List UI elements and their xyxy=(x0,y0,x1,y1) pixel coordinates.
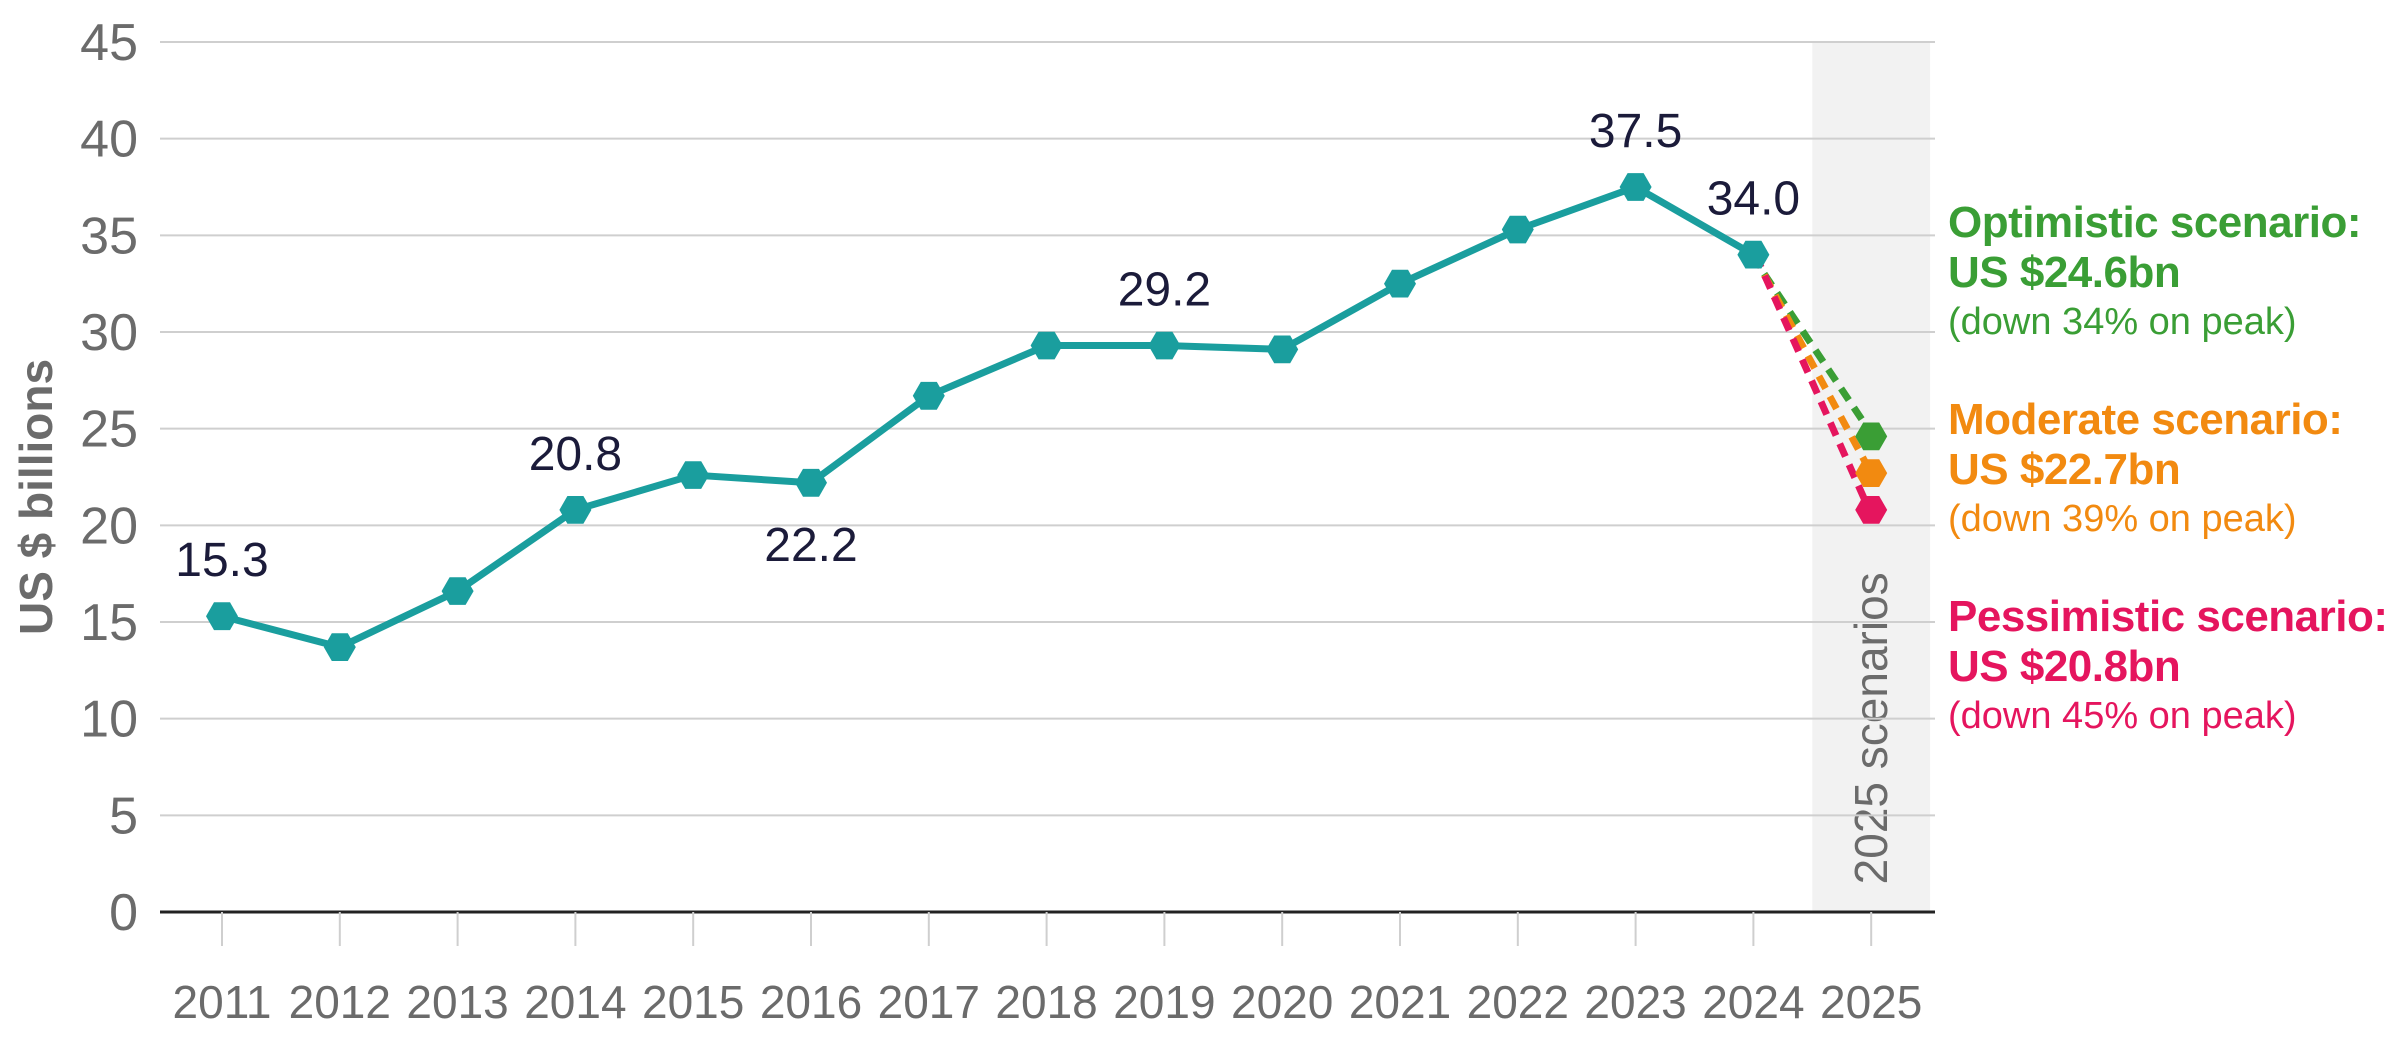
data-point-marker xyxy=(206,602,238,631)
data-point-marker xyxy=(441,577,474,605)
data-label: 34.0 xyxy=(1707,173,1800,226)
x-tick-label: 2025 xyxy=(1820,976,1922,1028)
data-label: 37.5 xyxy=(1589,105,1682,158)
data-point-marker xyxy=(1501,215,1534,244)
y-tick-label: 45 xyxy=(80,14,138,72)
data-labels: 15.3 20.8 22.2 29.2 37.5 34.0 xyxy=(175,105,1800,587)
data-label: 15.3 xyxy=(175,534,268,587)
x-tick-label: 2012 xyxy=(289,976,391,1028)
scenario-legend-item: Moderate scenario: US $22.7bn (down 39% on… xyxy=(1948,395,2343,543)
x-tick-label: 2013 xyxy=(406,976,508,1028)
data-point-marker xyxy=(1266,335,1299,364)
scenario-line3: (down 39% on peak) xyxy=(1948,498,2297,540)
data-point-marker xyxy=(795,468,827,497)
scenario-line3: (down 34% on peak) xyxy=(1948,301,2297,343)
data-point-marker xyxy=(677,461,710,489)
y-axis-title: US $ billions xyxy=(10,359,62,635)
y-tick-label: 25 xyxy=(80,401,138,459)
data-point-marker xyxy=(1737,240,1770,269)
data-point-marker xyxy=(912,381,945,410)
y-tick-label: 0 xyxy=(109,884,138,942)
data-label: 20.8 xyxy=(529,428,622,481)
x-tick-label: 2011 xyxy=(173,976,272,1028)
y-tick-label: 40 xyxy=(80,111,138,169)
data-point-marker xyxy=(323,633,356,661)
scenario-line2: US $24.6bn xyxy=(1948,248,2181,297)
scenario-line2: US $20.8bn xyxy=(1948,642,2181,691)
x-tick-label: 2024 xyxy=(1702,976,1804,1028)
y-tick-label: 10 xyxy=(80,691,138,749)
data-point-marker xyxy=(1030,331,1063,360)
data-label: 22.2 xyxy=(764,519,857,572)
gridlines xyxy=(160,41,1935,817)
series-line xyxy=(221,183,1756,651)
data-label: 29.2 xyxy=(1118,264,1211,317)
y-tick-label: 20 xyxy=(80,497,138,555)
data-point-marker xyxy=(1619,173,1652,201)
y-tick-label: 5 xyxy=(109,787,138,845)
x-tick-label: 2015 xyxy=(642,976,744,1028)
y-tick-label: 15 xyxy=(80,594,138,652)
data-point-marker xyxy=(1384,269,1416,298)
scenario-line2: US $22.7bn xyxy=(1948,445,2181,494)
x-tick-label: 2022 xyxy=(1467,976,1569,1028)
x-tick-label: 2014 xyxy=(524,976,626,1028)
x-tick-label: 2017 xyxy=(878,976,980,1028)
scenario-point-marker xyxy=(1855,459,1888,487)
y-tick-label: 35 xyxy=(80,207,138,265)
scenario-line xyxy=(1752,253,1873,512)
scenario-line xyxy=(1750,253,1875,475)
scenario-line1: Pessimistic scenario: xyxy=(1948,592,2388,641)
y-tick-label: 30 xyxy=(80,304,138,362)
scenario-band-label: 2025 scenarios xyxy=(1845,572,1897,884)
scenario-point-marker xyxy=(1855,422,1888,451)
scenario-line3: (down 45% on peak) xyxy=(1948,695,2297,737)
series-layer xyxy=(206,173,1888,661)
scenario-point-marker xyxy=(1855,496,1888,524)
scenario-legend-item: Optimistic scenario: US $24.6bn (down 34% … xyxy=(1948,198,2362,346)
scenario-line1: Moderate scenario: xyxy=(1948,395,2343,444)
scenario-band-layer: 2025 scenarios xyxy=(1812,42,1931,912)
x-tick-label: 2018 xyxy=(995,976,1097,1028)
data-point-marker xyxy=(1148,331,1181,360)
data-point-marker xyxy=(559,496,592,524)
x-tick-label: 2023 xyxy=(1584,976,1686,1028)
x-tick-label: 2020 xyxy=(1231,976,1333,1028)
x-tick-label: 2019 xyxy=(1113,976,1215,1028)
scenario-line1: Optimistic scenario: xyxy=(1948,198,2362,247)
scenario-legend-item: Pessimistic scenario: US $20.8bn (down 45%… xyxy=(1948,592,2388,740)
x-tick-label: 2021 xyxy=(1349,976,1451,1028)
x-tick-label: 2016 xyxy=(760,976,862,1028)
